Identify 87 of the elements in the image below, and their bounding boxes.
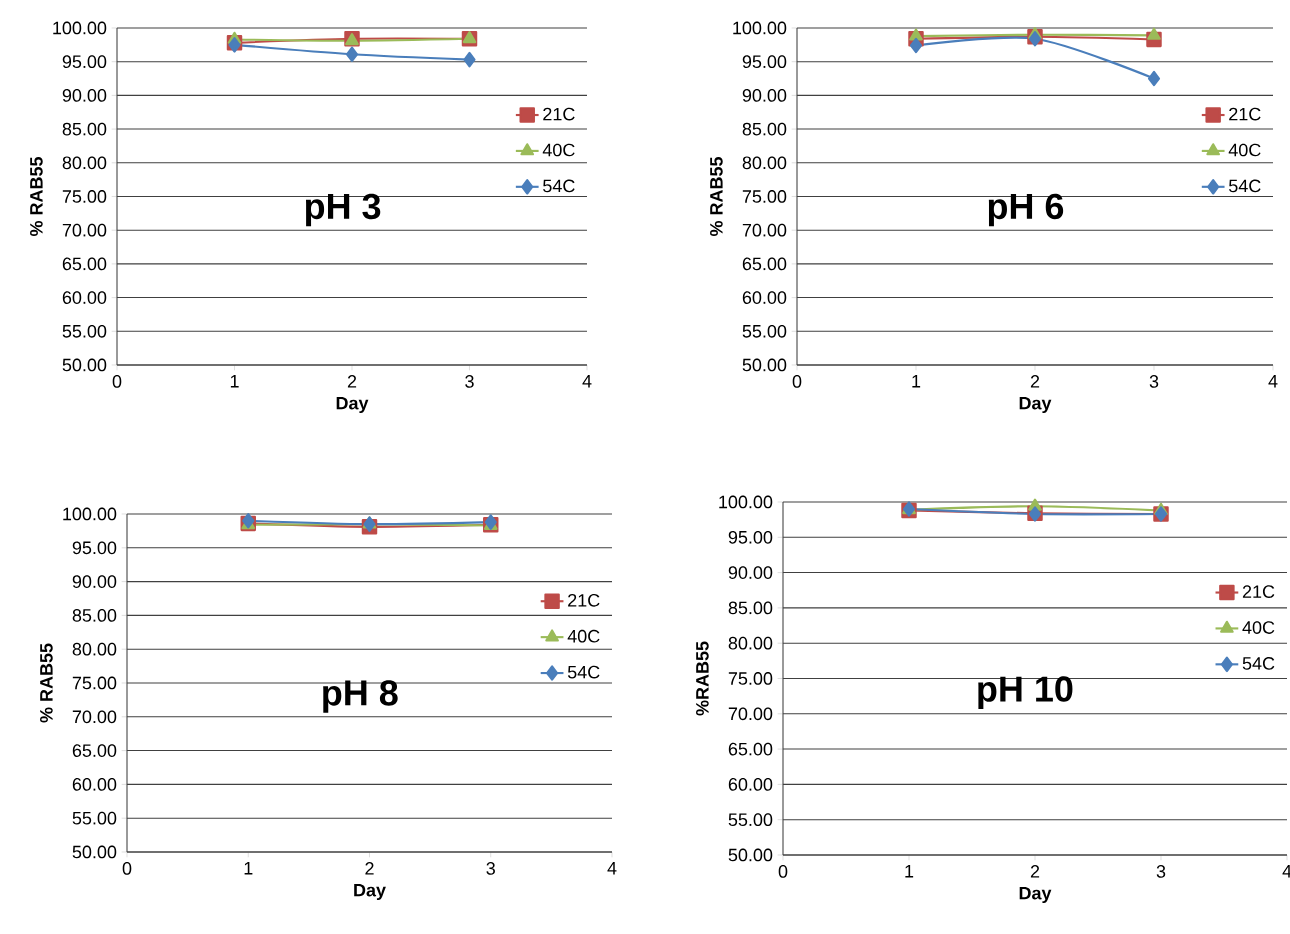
y-tick-label: 95.00 (72, 541, 117, 555)
legend-label: 40C (542, 143, 575, 157)
y-tick-label: 80.00 (72, 642, 117, 656)
y-tick-label: 70.00 (62, 223, 107, 237)
x-tick-label: 4 (582, 375, 592, 388)
legend-label: 40C (567, 629, 600, 643)
legend-label: 21C (1242, 585, 1275, 598)
legend-label: 40C (1242, 621, 1275, 634)
y-axis-title: % RAB55 (30, 157, 43, 237)
y-tick-label: 100.00 (53, 21, 107, 35)
y-tick-label: 55.00 (728, 813, 773, 827)
legend-label: 54C (1242, 657, 1275, 670)
x-tick-label: 2 (1030, 375, 1040, 388)
x-axis-title: Day (354, 883, 386, 901)
x-axis-title: Day (1019, 886, 1052, 904)
annotation: pH 6 (988, 193, 1064, 227)
y-tick-label: 95.00 (742, 55, 787, 69)
y-tick-label: 70.00 (742, 223, 787, 237)
y-tick-label: 60.00 (72, 778, 117, 791)
x-tick-label: 0 (792, 375, 802, 388)
y-tick-label: 50.00 (728, 848, 773, 862)
legend-label: 21C (1229, 107, 1261, 121)
x-tick-label: 1 (230, 375, 239, 388)
y-tick-label: 75.00 (62, 190, 107, 203)
y-tick-label: 55.00 (62, 324, 107, 338)
x-tick-label: 0 (778, 865, 788, 878)
x-tick-label: 1 (244, 862, 253, 875)
legend-label: 21C (568, 593, 600, 607)
x-tick-label: 3 (486, 862, 495, 875)
x-axis-title: Day (1019, 396, 1052, 414)
y-tick-label: 90.00 (728, 566, 773, 579)
y-axis-title: % RAB55 (40, 643, 53, 723)
y-tick-label: 65.00 (72, 744, 117, 757)
y-tick-label: 70.00 (72, 710, 117, 724)
y-tick-label: 90.00 (742, 89, 787, 102)
legend-label: 54C (543, 179, 575, 193)
x-tick-label: 3 (1149, 375, 1159, 388)
y-tick-label: 95.00 (62, 55, 107, 69)
y-tick-label: 65.00 (742, 257, 787, 271)
y-tick-label: 80.00 (742, 156, 787, 170)
y-tick-label: 60.00 (728, 778, 773, 791)
x-tick-label: 1 (912, 375, 921, 388)
annotation: pH 8 (323, 680, 398, 713)
legend-label: 54C (567, 665, 600, 679)
y-tick-label: 75.00 (72, 676, 117, 690)
x-tick-label: 2 (1030, 865, 1040, 878)
x-tick-label: 2 (347, 375, 357, 388)
x-tick-label: 4 (607, 862, 617, 875)
y-axis-title: %RAB55 (696, 641, 709, 716)
y-tick-label: 85.00 (742, 122, 787, 136)
y-tick-label: 90.00 (72, 575, 117, 588)
annotation: pH 3 (305, 193, 381, 227)
y-tick-label: 100.00 (63, 507, 117, 521)
y-tick-label: 100.00 (719, 495, 773, 509)
y-tick-label: 70.00 (728, 707, 773, 721)
annotation: pH 10 (978, 676, 1073, 709)
y-tick-label: 100.00 (733, 21, 787, 35)
x-tick-label: 2 (365, 862, 374, 875)
y-tick-label: 60.00 (742, 291, 787, 304)
y-tick-label: 65.00 (728, 742, 773, 756)
legend-label: 54C (1229, 179, 1261, 193)
y-tick-label: 80.00 (728, 636, 773, 650)
x-tick-label: 3 (1156, 865, 1166, 878)
y-tick-label: 75.00 (742, 190, 787, 203)
x-tick-label: 0 (122, 862, 132, 875)
y-tick-label: 50.00 (72, 845, 117, 859)
x-tick-label: 3 (465, 375, 474, 388)
x-tick-label: 4 (1268, 375, 1278, 388)
legend-label: 21C (543, 107, 575, 121)
x-tick-label: 1 (905, 865, 914, 878)
y-tick-label: 95.00 (728, 530, 773, 544)
legend-label: 40C (1228, 143, 1261, 157)
y-tick-label: 65.00 (62, 257, 107, 271)
y-tick-label: 85.00 (62, 122, 107, 136)
y-tick-label: 55.00 (742, 324, 787, 338)
y-tick-label: 60.00 (62, 291, 107, 304)
y-tick-label: 85.00 (72, 609, 117, 622)
y-axis-title: % RAB55 (710, 157, 723, 237)
y-tick-label: 80.00 (62, 156, 107, 170)
y-tick-label: 50.00 (62, 358, 107, 372)
y-tick-label: 75.00 (728, 672, 773, 685)
y-tick-label: 90.00 (62, 89, 107, 102)
x-tick-label: 0 (112, 375, 122, 388)
y-tick-label: 85.00 (728, 601, 773, 615)
y-tick-label: 55.00 (72, 811, 117, 825)
y-tick-label: 50.00 (742, 358, 787, 372)
x-axis-title: Day (336, 396, 369, 414)
